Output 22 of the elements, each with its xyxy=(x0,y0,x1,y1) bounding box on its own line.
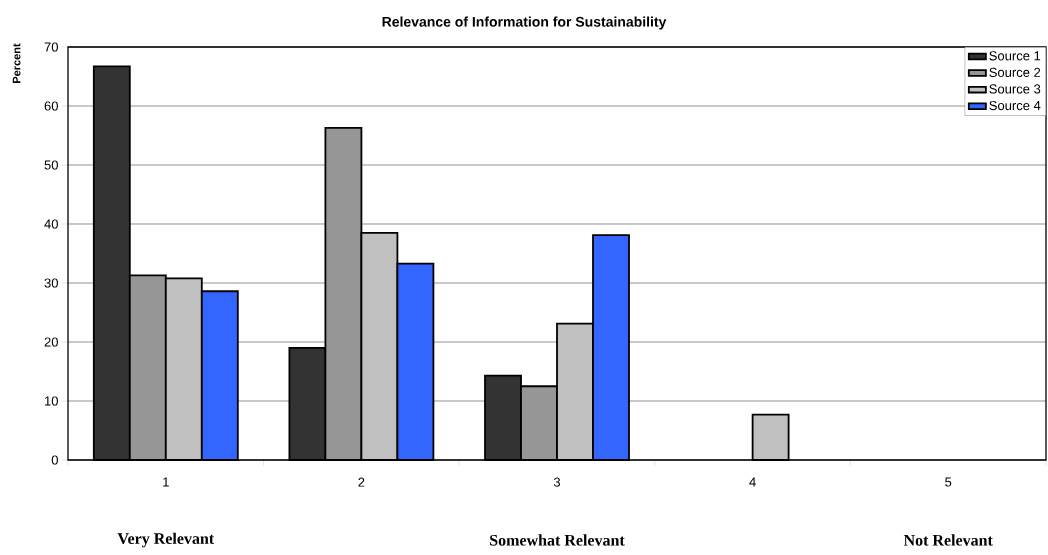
y-axis-title: Percent xyxy=(12,43,21,83)
chart-title: Relevance of Information for Sustainability xyxy=(382,16,667,30)
legend-label: Source 3 xyxy=(989,84,1041,94)
y-tick-label: 40 xyxy=(44,219,58,229)
y-tick-label: 60 xyxy=(44,101,58,111)
y-tick-label: 50 xyxy=(44,160,58,170)
legend-label: Source 2 xyxy=(989,67,1041,77)
x-tick-label: 2 xyxy=(358,477,365,487)
text: Very Relevant xyxy=(117,532,215,548)
text: Not Relevant xyxy=(903,534,993,546)
x-tick-label: 4 xyxy=(749,477,756,487)
x-tick-label: 3 xyxy=(553,477,561,487)
x-tick-label: 5 xyxy=(945,477,952,487)
y-tick-label: 70 xyxy=(44,42,58,52)
x-tick-label: 1 xyxy=(163,477,169,487)
y-tick-label: 20 xyxy=(44,337,58,347)
legend-label: Source 1 xyxy=(989,51,1041,61)
y-tick-label: 10 xyxy=(45,396,58,406)
y-tick-label: 0 xyxy=(51,455,58,465)
legend-label: Source 4 xyxy=(989,100,1041,111)
y-tick-label: 30 xyxy=(44,278,58,288)
text: Somewhat Relevant xyxy=(490,534,625,546)
